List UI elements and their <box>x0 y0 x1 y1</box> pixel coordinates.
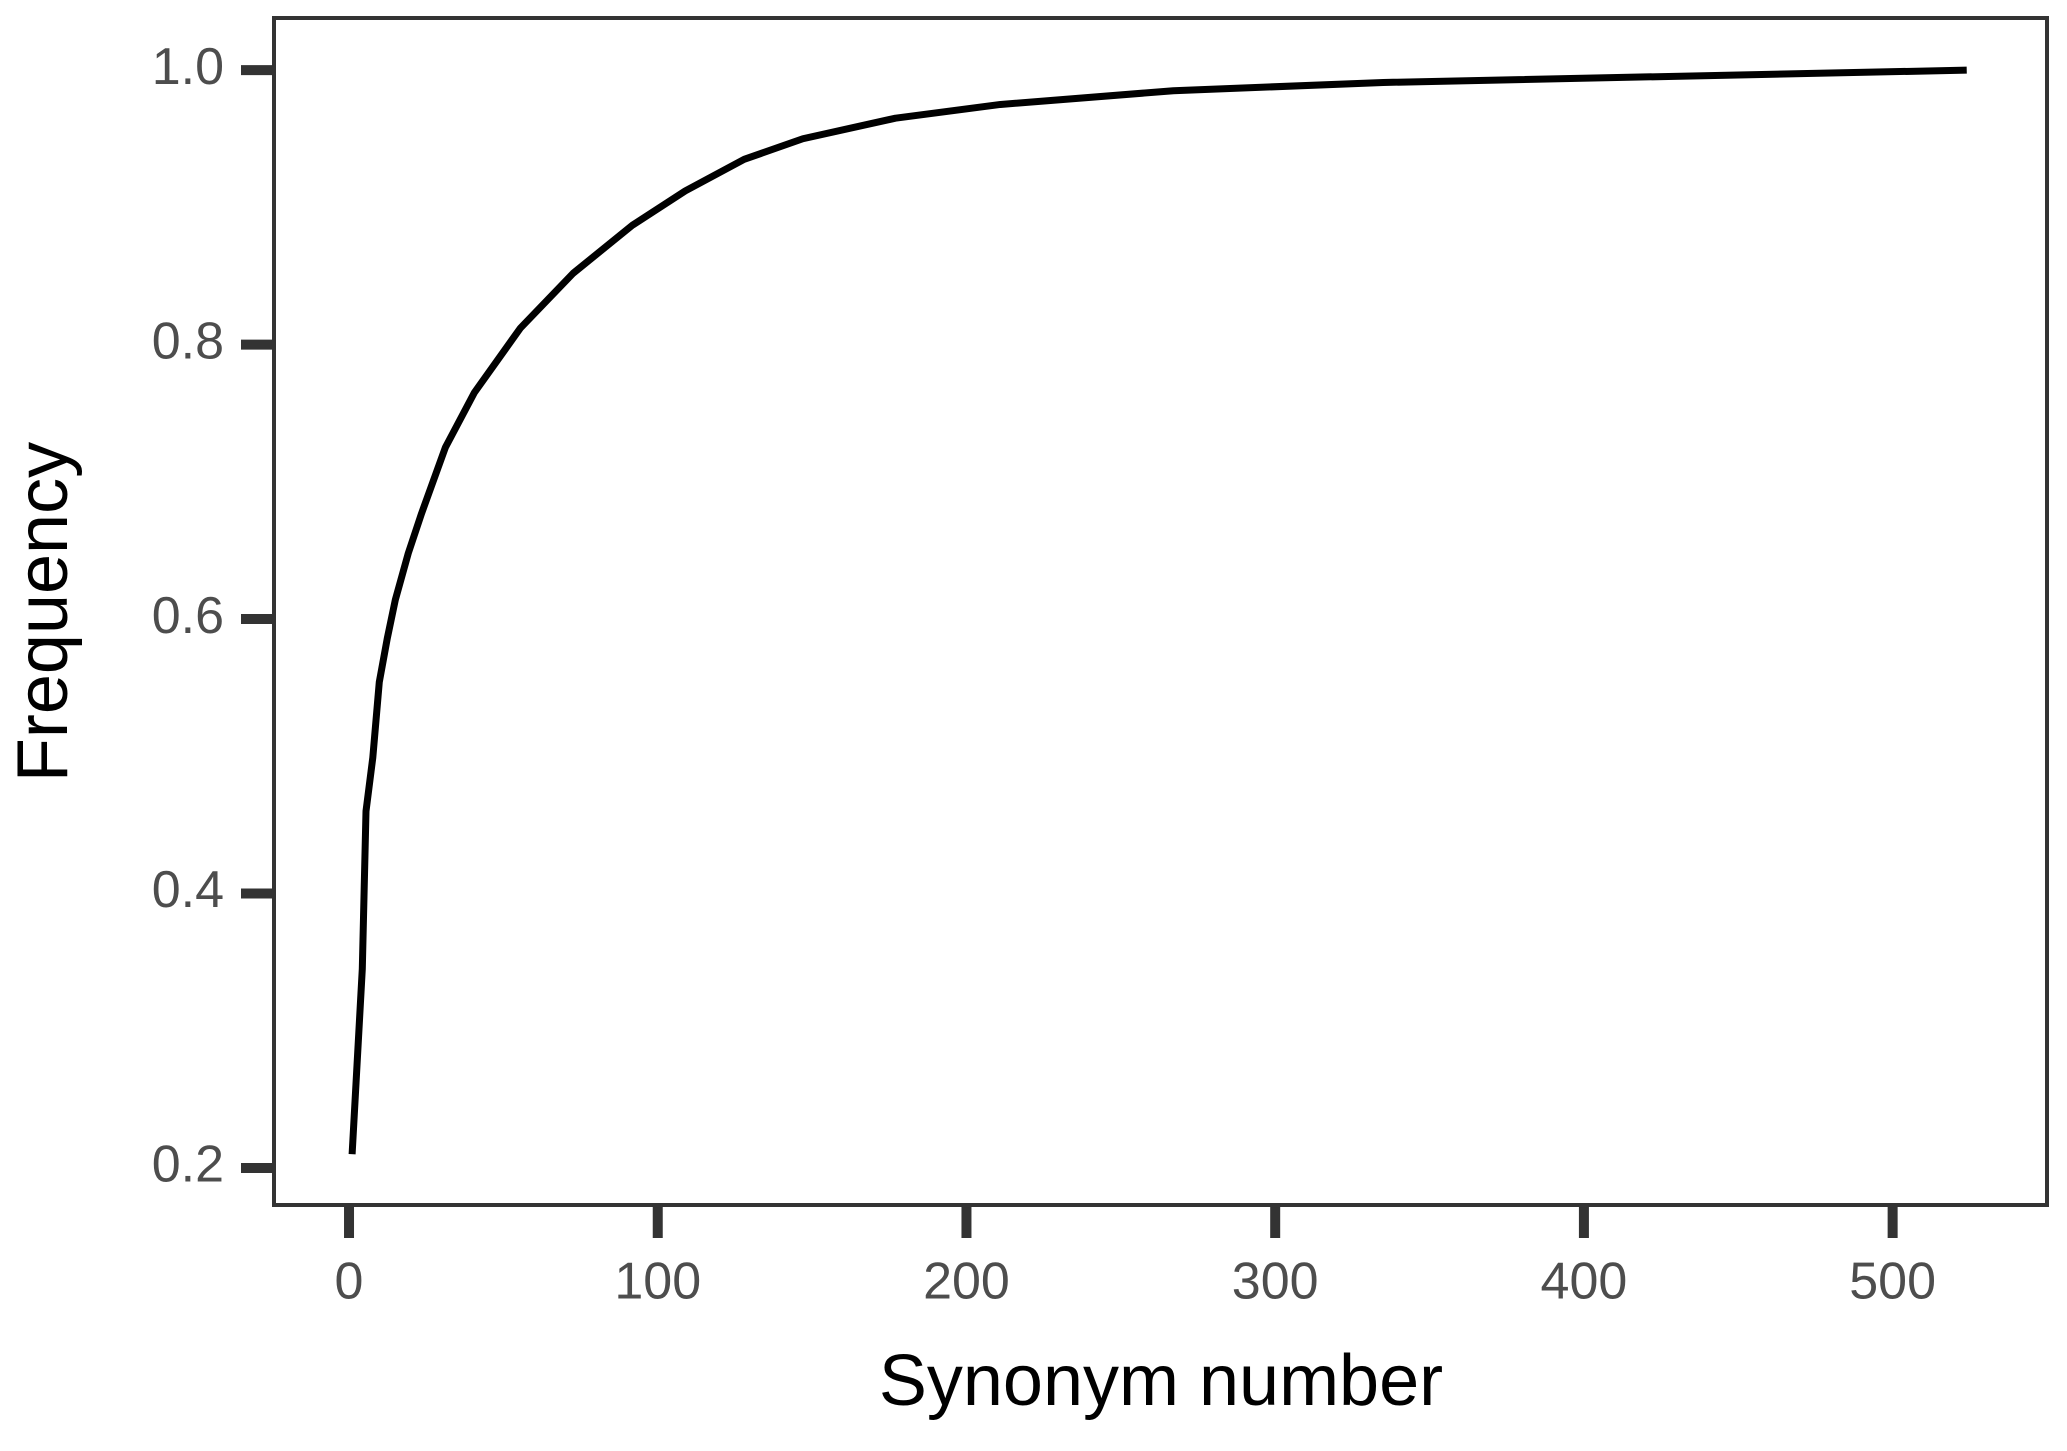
y-tick-label: 0.8 <box>152 312 224 370</box>
x-tick-label: 500 <box>1849 1253 1936 1311</box>
x-tick-label: 300 <box>1232 1253 1319 1311</box>
x-tick-label: 0 <box>335 1253 364 1311</box>
y-tick-label: 0.6 <box>152 587 224 645</box>
y-tick-label: 0.2 <box>152 1136 224 1194</box>
y-tick-label: 0.4 <box>152 861 224 919</box>
x-tick-label: 400 <box>1541 1253 1628 1311</box>
x-tick-label: 200 <box>923 1253 1010 1311</box>
x-axis-title: Synonym number <box>879 1341 1443 1421</box>
y-tick-label: 1.0 <box>152 38 224 96</box>
y-axis-title: Frequency <box>3 442 83 782</box>
line <box>348 66 1967 1155</box>
plot-frame <box>272 16 2049 1207</box>
x-tick-label: 100 <box>614 1253 701 1311</box>
